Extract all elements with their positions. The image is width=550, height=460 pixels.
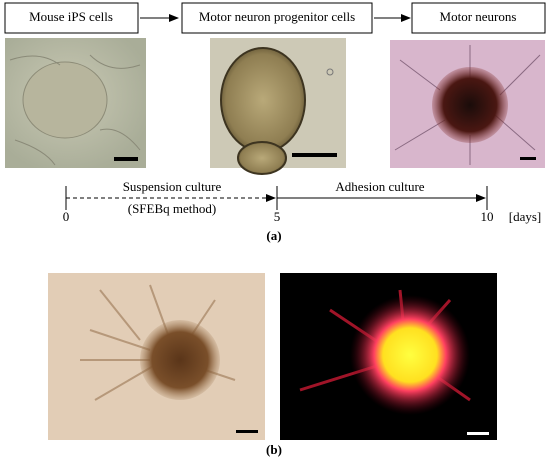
- stage-box: [4, 2, 139, 34]
- stage-label: Motor neurons: [440, 9, 517, 24]
- micrograph: [280, 273, 497, 440]
- phase-label: Suspension culture: [123, 179, 222, 194]
- panel-label: (a): [266, 228, 281, 243]
- day-label: 10: [481, 209, 494, 224]
- stage-label: Motor neuron progenitor cells: [199, 9, 355, 24]
- stage-box: [181, 2, 373, 34]
- micrograph: [390, 40, 545, 168]
- phase-sublabel: (SFEBq method): [128, 201, 216, 216]
- day-label: 0: [63, 209, 70, 224]
- micrograph: [210, 38, 346, 175]
- stage-box: [411, 2, 546, 34]
- unit-label: [days]: [509, 209, 542, 224]
- panel-label: (b): [266, 442, 282, 457]
- day-label: 5: [274, 209, 281, 224]
- micrograph: [5, 38, 146, 168]
- micrograph: [48, 273, 265, 440]
- phase-label: Adhesion culture: [335, 179, 424, 194]
- stage-label: Mouse iPS cells: [29, 9, 113, 24]
